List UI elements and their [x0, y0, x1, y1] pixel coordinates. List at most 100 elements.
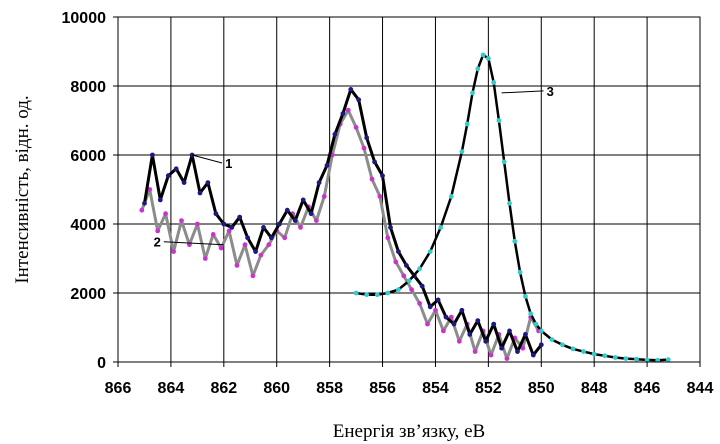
data-point — [441, 328, 446, 334]
x-tick-label: 850 — [528, 380, 555, 397]
data-point — [523, 294, 528, 299]
data-point — [195, 221, 200, 227]
data-point — [417, 266, 422, 272]
data-point — [396, 287, 401, 292]
data-point — [591, 351, 597, 357]
data-point — [155, 228, 161, 234]
leader-line — [191, 154, 223, 164]
data-point — [406, 278, 412, 284]
data-point — [210, 232, 216, 237]
data-point — [269, 235, 274, 241]
x-tick-label: 848 — [581, 380, 608, 397]
data-point — [314, 218, 319, 224]
data-point — [321, 194, 327, 199]
x-axis-title: Енергія зв’язку, еВ — [333, 421, 485, 442]
data-point — [528, 311, 534, 317]
x-tick-label: 860 — [263, 380, 290, 397]
curve-labels: 1 2 3 — [154, 84, 554, 250]
data-point — [448, 314, 454, 320]
x-tick-label: 856 — [369, 380, 396, 397]
data-point — [486, 56, 491, 61]
data-point — [316, 180, 322, 186]
data-point — [361, 145, 367, 151]
data-point — [499, 345, 504, 351]
data-point — [142, 200, 147, 206]
data-point — [464, 121, 470, 127]
data-point — [385, 235, 391, 241]
data-point — [229, 225, 235, 230]
data-point — [266, 242, 272, 248]
data-point — [443, 314, 449, 320]
data-point — [427, 249, 433, 255]
data-point — [181, 180, 187, 186]
data-point — [139, 207, 145, 213]
data-point — [364, 135, 370, 141]
data-point — [324, 163, 330, 168]
x-tick-label: 846 — [634, 380, 661, 397]
data-point — [356, 97, 362, 103]
data-point — [470, 90, 475, 96]
data-point — [480, 52, 486, 58]
y-tick-label: 2000 — [70, 286, 106, 303]
data-point — [517, 269, 523, 275]
data-point — [409, 287, 414, 292]
x-tick-label: 866 — [105, 380, 132, 397]
data-point — [401, 273, 407, 279]
x-tick-label: 844 — [687, 380, 714, 397]
data-point — [377, 194, 383, 199]
data-point — [456, 338, 462, 344]
plot-frame — [117, 16, 701, 363]
data-point — [364, 292, 370, 298]
data-point — [483, 338, 489, 344]
data-point — [644, 357, 650, 363]
data-point — [504, 356, 510, 361]
series-layer — [139, 52, 671, 363]
data-point — [237, 214, 243, 220]
data-point — [467, 332, 473, 337]
data-point — [147, 187, 153, 192]
data-point — [404, 263, 409, 268]
data-point — [507, 328, 512, 334]
data-point — [308, 211, 314, 217]
data-point — [277, 221, 282, 227]
data-point — [388, 225, 393, 230]
data-point — [218, 245, 224, 251]
data-point — [475, 318, 481, 323]
leader-line — [501, 90, 544, 94]
data-point — [488, 352, 494, 358]
curve-label-3: 3 — [547, 84, 554, 99]
data-point — [179, 218, 184, 224]
data-point — [292, 218, 298, 224]
data-point — [374, 292, 380, 298]
data-point — [612, 355, 618, 360]
x-tick-labels: 866 864 862 860 858 856 854 852 850 848 846 844 — [105, 380, 714, 397]
data-point — [396, 249, 401, 255]
series-3 — [353, 52, 671, 363]
data-point — [163, 211, 169, 217]
data-point — [433, 307, 438, 313]
data-point — [284, 207, 290, 213]
data-point — [242, 242, 248, 248]
data-point — [427, 304, 433, 310]
data-point — [530, 352, 536, 358]
y-tick-label: 6000 — [70, 148, 106, 165]
data-point — [345, 107, 351, 113]
data-point — [560, 342, 565, 348]
data-point — [261, 225, 266, 230]
curve-label-2: 2 — [154, 235, 161, 250]
data-point — [353, 290, 359, 296]
data-point — [417, 301, 422, 306]
data-point — [491, 321, 497, 327]
data-point — [234, 263, 240, 268]
data-point — [425, 321, 430, 327]
y-tick-labels: 0 2000 4000 6000 8000 10000 — [62, 10, 107, 372]
y-axis-title: Інтенсивність, відн. од. — [12, 95, 33, 283]
data-point — [298, 225, 303, 230]
data-point — [150, 152, 155, 158]
data-point — [438, 225, 444, 230]
data-point — [385, 290, 391, 296]
data-point — [538, 342, 544, 348]
data-point — [448, 194, 454, 199]
data-point — [202, 256, 208, 261]
